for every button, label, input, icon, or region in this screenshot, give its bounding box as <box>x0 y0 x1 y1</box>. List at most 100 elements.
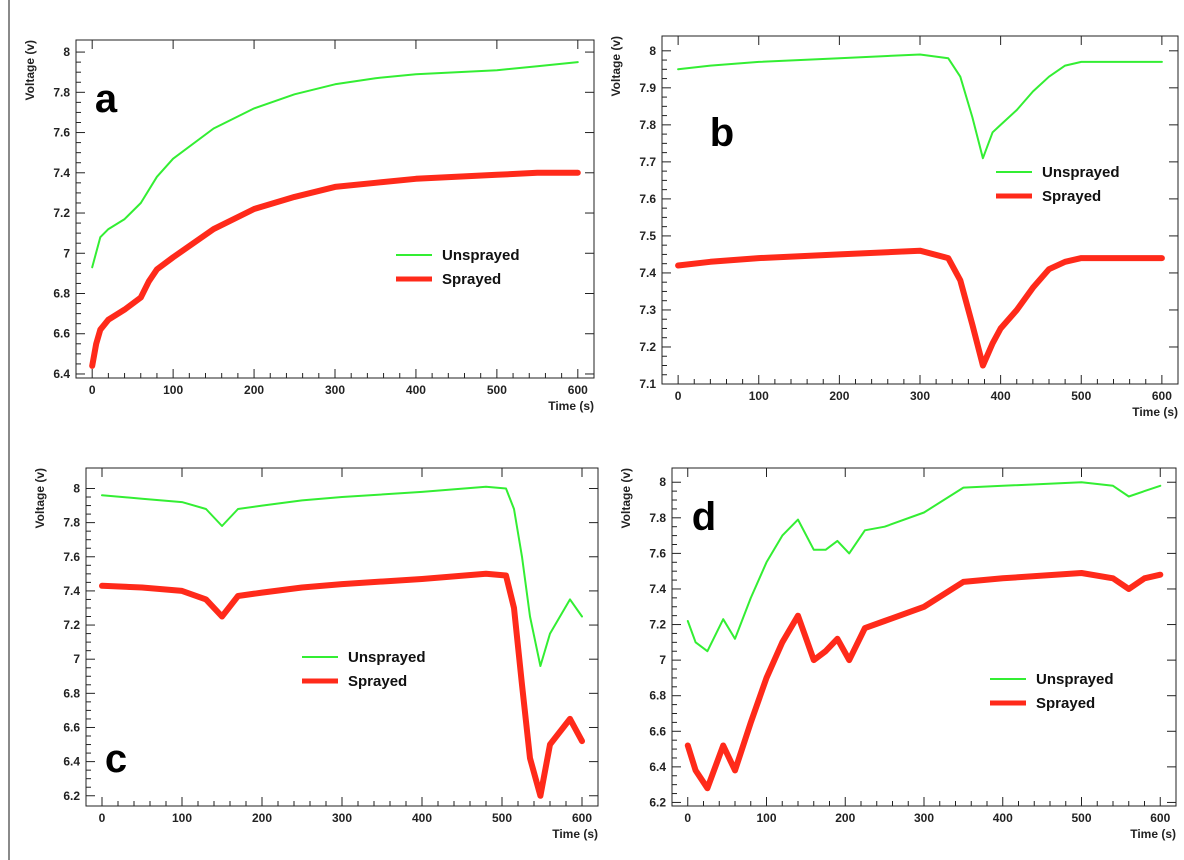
x-tick-label: 100 <box>163 383 183 397</box>
chart-panel-b: 7.1 7.2 7.3 7.4 7.5 7.6 7.7 7.8 7.9 8 0 100 200 300 40… <box>598 28 1184 433</box>
legend-label: Unsprayed <box>1042 164 1120 181</box>
x-tick-label: 100 <box>172 811 192 825</box>
series-line-unsprayed <box>677 53 1163 160</box>
x-tick-label: 0 <box>89 383 96 397</box>
chart-d-svg: 6.2 6.4 6.6 6.8 7 7.2 7.4 7.6 7.8 8 0 100 200 300 400 5… <box>619 467 1177 841</box>
y-tick-label: 7.4 <box>63 584 80 598</box>
y-tick-label: 7.2 <box>63 618 80 632</box>
x-axis-title: Time (s) <box>1132 405 1178 419</box>
y-tick-label: 7.8 <box>63 516 80 530</box>
y-tick-label: 7.3 <box>639 303 656 317</box>
chart-panel-c: 6.2 6.4 6.6 6.8 7 7.2 7.4 7.6 7.8 8 0 100 200 300 400 5… <box>30 460 605 855</box>
series-line-sprayed <box>89 169 581 369</box>
plot-frame <box>85 467 599 807</box>
y-tick-label: 7.6 <box>53 126 70 140</box>
y-axis-title: Voltage (v) <box>23 40 37 100</box>
y-tick-label: 7.8 <box>639 118 656 132</box>
series-line-sprayed <box>99 570 585 799</box>
y-tick-label: 6.6 <box>63 720 80 734</box>
x-tick-label: 100 <box>749 389 769 403</box>
x-tick-label: 300 <box>332 811 352 825</box>
x-tick-label: 0 <box>99 811 106 825</box>
y-tick-label: 7.8 <box>649 511 666 525</box>
y-tick-label: 8 <box>73 481 80 495</box>
x-tick-label: 400 <box>991 389 1011 403</box>
series-line-sprayed <box>684 570 1164 792</box>
left-divider <box>8 0 10 860</box>
x-tick-label: 200 <box>244 383 264 397</box>
x-tick-label: 200 <box>829 389 849 403</box>
series-line-unsprayed <box>91 61 579 269</box>
panel-letter: d <box>692 495 716 539</box>
x-tick-label: 400 <box>412 811 432 825</box>
y-tick-label: 7.4 <box>639 266 656 280</box>
x-tick-label: 200 <box>252 811 272 825</box>
y-tick-label: 7 <box>73 652 80 666</box>
y-tick-label: 7.8 <box>53 85 70 99</box>
legend-label: Sprayed <box>1036 695 1095 712</box>
y-tick-label: 6.8 <box>53 287 70 301</box>
y-tick-label: 7.7 <box>639 155 656 169</box>
y-axis-title: Voltage (v) <box>619 468 633 528</box>
x-tick-label: 600 <box>572 811 592 825</box>
series-line-sprayed <box>675 247 1165 369</box>
legend-label: Sprayed <box>348 673 407 690</box>
y-tick-label: 7.1 <box>639 377 656 391</box>
y-tick-label: 7.5 <box>639 229 656 243</box>
series-line-unsprayed <box>101 485 583 667</box>
y-axis-title: Voltage (v) <box>33 468 47 528</box>
y-tick-label: 8 <box>63 45 70 59</box>
y-tick-label: 6.8 <box>63 686 80 700</box>
x-tick-label: 200 <box>835 811 855 825</box>
y-tick-label: 6.2 <box>63 789 80 803</box>
y-tick-label: 7.9 <box>639 81 656 95</box>
y-tick-label: 6.4 <box>649 760 666 774</box>
x-tick-label: 300 <box>914 811 934 825</box>
x-tick-label: 500 <box>492 811 512 825</box>
chart-panel-a: 6.4 6.6 6.8 7 7.2 7.4 7.6 7.8 8 0 100 200 300 400 500 6… <box>14 30 599 435</box>
panel-letter: c <box>105 737 127 781</box>
x-tick-label: 500 <box>487 383 507 397</box>
x-tick-label: 400 <box>406 383 426 397</box>
x-axis-title: Time (s) <box>1130 827 1176 841</box>
x-tick-label: 0 <box>684 811 691 825</box>
y-tick-label: 6.6 <box>53 327 70 341</box>
y-tick-label: 6.8 <box>649 689 666 703</box>
y-tick-label: 6.4 <box>53 367 70 381</box>
y-tick-label: 7.6 <box>649 546 666 560</box>
legend-label: Unsprayed <box>1036 671 1114 688</box>
x-tick-label: 500 <box>1071 389 1091 403</box>
y-tick-label: 8 <box>659 475 666 489</box>
y-tick-label: 7 <box>63 246 70 260</box>
panel-letter: b <box>710 111 734 155</box>
chart-b-svg: 7.1 7.2 7.3 7.4 7.5 7.6 7.7 7.8 7.9 8 0 100 200 300 40… <box>609 35 1179 419</box>
panel-letter: a <box>95 77 118 121</box>
legend-label: Unsprayed <box>442 247 520 264</box>
x-tick-label: 100 <box>756 811 776 825</box>
y-tick-label: 7.2 <box>649 618 666 632</box>
x-tick-label: 500 <box>1071 811 1091 825</box>
x-tick-label: 300 <box>910 389 930 403</box>
x-axis-title: Time (s) <box>548 399 594 413</box>
y-tick-label: 7.2 <box>639 340 656 354</box>
y-tick-label: 7.2 <box>53 206 70 220</box>
x-tick-label: 300 <box>325 383 345 397</box>
x-axis-title: Time (s) <box>552 827 598 841</box>
chart-panel-d: 6.2 6.4 6.6 6.8 7 7.2 7.4 7.6 7.8 8 0 100 200 300 400 5… <box>612 460 1184 855</box>
legend-label: Unsprayed <box>348 649 426 666</box>
x-tick-label: 600 <box>1150 811 1170 825</box>
series-line-unsprayed <box>686 481 1162 653</box>
plot-frame <box>75 39 595 379</box>
y-tick-label: 7.6 <box>63 550 80 564</box>
y-tick-label: 8 <box>649 44 656 58</box>
y-tick-label: 6.2 <box>649 795 666 809</box>
x-tick-label: 600 <box>1152 389 1172 403</box>
plot-frame <box>671 467 1177 807</box>
y-tick-label: 7.4 <box>53 166 70 180</box>
x-tick-label: 0 <box>675 389 682 403</box>
y-axis-title: Voltage (v) <box>609 36 623 96</box>
y-tick-label: 7.6 <box>639 192 656 206</box>
x-tick-label: 400 <box>993 811 1013 825</box>
y-tick-label: 7.4 <box>649 582 666 596</box>
chart-a-svg: 6.4 6.6 6.8 7 7.2 7.4 7.6 7.8 8 0 100 200 300 400 500 6… <box>23 39 595 413</box>
